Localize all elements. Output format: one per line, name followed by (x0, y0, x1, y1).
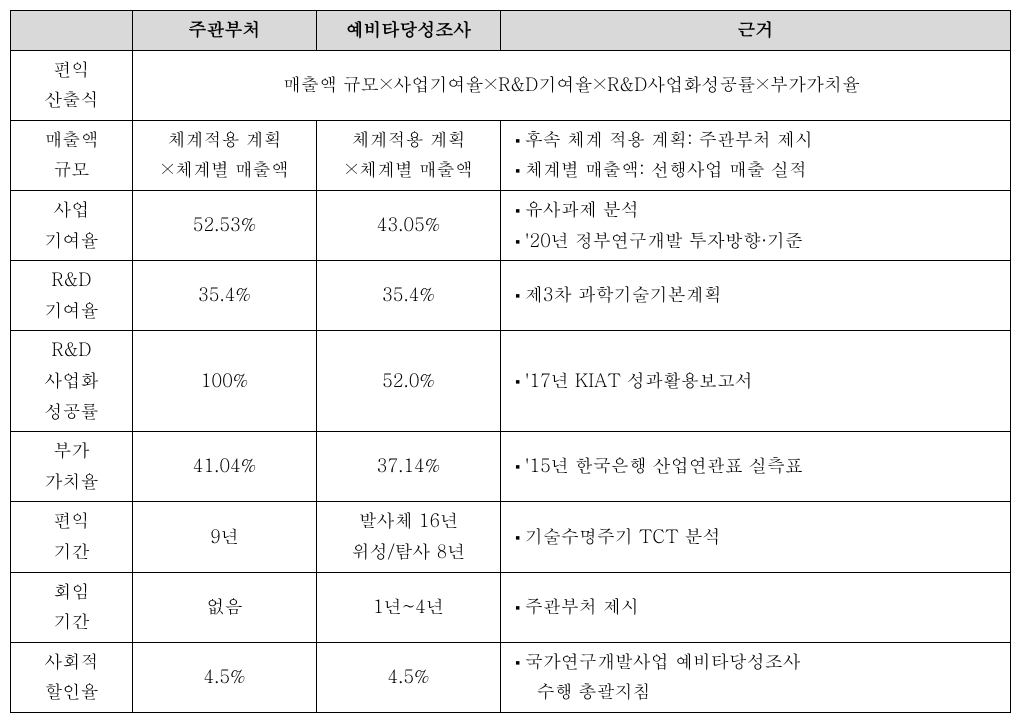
label-text: 규모 (54, 157, 90, 182)
basis-item: '15년 한국은행 산업연관표 실측표 (515, 451, 1002, 482)
row-label-rnd-contrib: R&D 기여율 (11, 261, 133, 331)
row-label-revenue: 매출액 규모 (11, 120, 133, 190)
header-blank (11, 11, 133, 51)
cell-pre: 발사체 16년 위성/탐사 8년 (317, 502, 501, 572)
table-row: 사회적 할인율 4.5% 4.5% 국가연구개발사업 예비타당성조사 수행 총괄… (11, 642, 1011, 712)
cell-main: 4.5% (133, 642, 317, 712)
label-text: 기여율 (45, 228, 99, 253)
row-label-biz-contrib: 사업 기여율 (11, 190, 133, 260)
table-row: 사업 기여율 52.53% 43.05% 유사과제 분석 '20년 정부연구개발… (11, 190, 1011, 260)
cell-pre: 35.4% (317, 261, 501, 331)
row-label-discount-rate: 사회적 할인율 (11, 642, 133, 712)
cell-text: 체계적용 계획 (352, 127, 466, 152)
table-row: 매출액 규모 체계적용 계획 ×체계별 매출액 체계적용 계획 ×체계별 매출액… (11, 120, 1011, 190)
label-text: 할인율 (45, 679, 99, 704)
header-main-agency: 주관부처 (133, 11, 317, 51)
cell-pre: 4.5% (317, 642, 501, 712)
label-text: 산출식 (45, 87, 99, 112)
basis-item-continuation: 수행 총괄지침 (515, 677, 1002, 708)
header-prelim-study: 예비타당성조사 (317, 11, 501, 51)
basis-item: 주관부처 제시 (515, 592, 1002, 623)
label-text: 성공률 (45, 399, 99, 424)
row-label-benefit-period: 편익 기간 (11, 502, 133, 572)
cell-text: 발사체 16년 (359, 508, 458, 533)
basis-item: 제3차 과학기술기본계획 (515, 280, 1002, 311)
table-row: 회임 기간 없음 1년~4년 주관부처 제시 (11, 572, 1011, 642)
cell-text: ×체계별 매출액 (160, 157, 289, 182)
cell-text: 위성/탐사 8년 (352, 539, 465, 564)
basis-item: '20년 정부연구개발 투자방향·기준 (515, 226, 1002, 257)
cell-main: 없음 (133, 572, 317, 642)
label-text: R&D (51, 337, 91, 362)
cell-basis: '15년 한국은행 산업연관표 실측표 (501, 432, 1011, 502)
formula-cell: 매출액 규모×사업기여율×R&D기여율×R&D사업화성공률×부가가치율 (133, 50, 1011, 120)
row-label-rnd-success: R&D 사업화 성공률 (11, 331, 133, 432)
cell-pre: 체계적용 계획 ×체계별 매출액 (317, 120, 501, 190)
basis-item: 후속 체계 적용 계획: 주관부처 제시 (515, 125, 1002, 156)
table-header-row: 주관부처 예비타당성조사 근거 (11, 11, 1011, 51)
cell-basis: 국가연구개발사업 예비타당성조사 수행 총괄지침 (501, 642, 1011, 712)
label-text: 기간 (54, 609, 90, 634)
basis-list: 제3차 과학기술기본계획 (515, 280, 1002, 311)
label-text: 사업화 (45, 368, 99, 393)
label-text: 매출액 (45, 127, 99, 152)
cell-basis: 제3차 과학기술기본계획 (501, 261, 1011, 331)
label-text: 회임 (54, 579, 90, 604)
row-label-gestation: 회임 기간 (11, 572, 133, 642)
cell-main: 체계적용 계획 ×체계별 매출액 (133, 120, 317, 190)
cell-basis: '17년 KIAT 성과활용보고서 (501, 331, 1011, 432)
cell-main: 100% (133, 331, 317, 432)
basis-item: '17년 KIAT 성과활용보고서 (515, 366, 1002, 397)
label-text: R&D (51, 267, 91, 292)
basis-list: 주관부처 제시 (515, 592, 1002, 623)
basis-list: 후속 체계 적용 계획: 주관부처 제시 체계별 매출액: 선행사업 매출 실적 (515, 125, 1002, 186)
cell-basis: 주관부처 제시 (501, 572, 1011, 642)
cell-basis: 후속 체계 적용 계획: 주관부처 제시 체계별 매출액: 선행사업 매출 실적 (501, 120, 1011, 190)
cell-pre: 1년~4년 (317, 572, 501, 642)
benefit-calculation-table: 주관부처 예비타당성조사 근거 편익 산출식 매출액 규모×사업기여율×R&D기… (10, 10, 1011, 713)
cell-main: 9년 (133, 502, 317, 572)
cell-pre: 52.0% (317, 331, 501, 432)
label-text: 사업 (54, 197, 90, 222)
cell-basis: 기술수명주기 TCT 분석 (501, 502, 1011, 572)
basis-item: 국가연구개발사업 예비타당성조사 (515, 647, 1002, 678)
basis-list: '15년 한국은행 산업연관표 실측표 (515, 451, 1002, 482)
basis-item: 기술수명주기 TCT 분석 (515, 522, 1002, 553)
label-text: 부가 (54, 438, 90, 463)
label-text: 기여율 (45, 298, 99, 323)
table-row: 편익 산출식 매출액 규모×사업기여율×R&D기여율×R&D사업화성공률×부가가… (11, 50, 1011, 120)
label-text: 편익 (54, 57, 90, 82)
cell-pre: 37.14% (317, 432, 501, 502)
label-text: 가치율 (45, 469, 99, 494)
label-text: 사회적 (45, 649, 99, 674)
table-row: 부가 가치율 41.04% 37.14% '15년 한국은행 산업연관표 실측표 (11, 432, 1011, 502)
row-label-formula: 편익 산출식 (11, 50, 133, 120)
basis-list: '17년 KIAT 성과활용보고서 (515, 366, 1002, 397)
table-row: 편익 기간 9년 발사체 16년 위성/탐사 8년 기술수명주기 TCT 분석 (11, 502, 1011, 572)
cell-pre: 43.05% (317, 190, 501, 260)
label-text: 기간 (54, 539, 90, 564)
header-basis: 근거 (501, 11, 1011, 51)
cell-text: ×체계별 매출액 (344, 157, 473, 182)
cell-basis: 유사과제 분석 '20년 정부연구개발 투자방향·기준 (501, 190, 1011, 260)
label-text: 편익 (54, 508, 90, 533)
cell-text: 체계적용 계획 (168, 127, 282, 152)
row-label-value-added: 부가 가치율 (11, 432, 133, 502)
basis-list: 국가연구개발사업 예비타당성조사 수행 총괄지침 (515, 647, 1002, 708)
cell-main: 35.4% (133, 261, 317, 331)
basis-list: 기술수명주기 TCT 분석 (515, 522, 1002, 553)
table-row: R&D 기여율 35.4% 35.4% 제3차 과학기술기본계획 (11, 261, 1011, 331)
table-row: R&D 사업화 성공률 100% 52.0% '17년 KIAT 성과활용보고서 (11, 331, 1011, 432)
basis-list: 유사과제 분석 '20년 정부연구개발 투자방향·기준 (515, 195, 1002, 256)
cell-main: 52.53% (133, 190, 317, 260)
basis-item: 체계별 매출액: 선행사업 매출 실적 (515, 155, 1002, 186)
basis-item: 유사과제 분석 (515, 195, 1002, 226)
cell-main: 41.04% (133, 432, 317, 502)
